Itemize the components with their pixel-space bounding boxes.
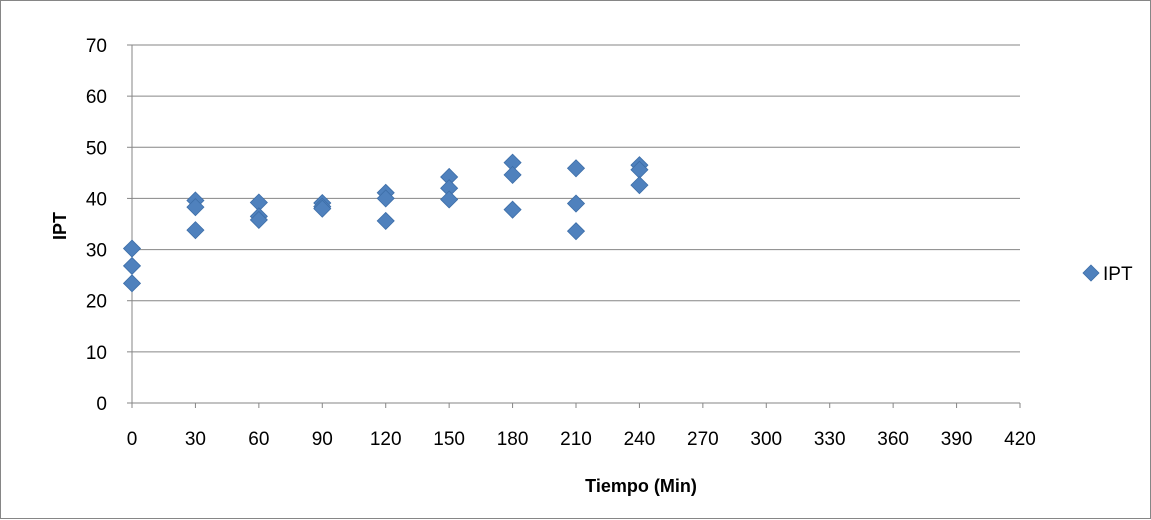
- grid-lines: [132, 44, 1020, 353]
- x-tick-label: 300: [750, 429, 782, 450]
- x-tick-label: 420: [1004, 429, 1036, 450]
- data-point: [122, 256, 142, 276]
- data-point: [313, 199, 332, 218]
- x-tick-label: 330: [814, 429, 846, 450]
- x-tick-label: 30: [185, 429, 206, 450]
- y-tick-label: 30: [86, 241, 107, 262]
- y-axis-title: IPT: [50, 212, 70, 240]
- x-tick-label: 360: [877, 429, 909, 450]
- data-point: [630, 176, 649, 195]
- x-tick-label: 180: [497, 429, 529, 450]
- data-point: [503, 165, 522, 184]
- data-point: [566, 222, 586, 241]
- y-tick-label: 60: [86, 87, 107, 108]
- legend: IPT: [1082, 264, 1133, 285]
- x-tick-label: 240: [624, 429, 656, 450]
- data-point: [122, 274, 142, 293]
- x-tick-label: 90: [312, 429, 333, 450]
- x-tick-label: 390: [941, 429, 973, 450]
- y-tick-label: 0: [96, 394, 107, 415]
- y-tick-label: 20: [86, 292, 107, 313]
- data-point: [440, 190, 459, 209]
- x-tick-label: 120: [370, 429, 402, 450]
- x-tick-label: 270: [687, 429, 719, 450]
- x-tick-label: 150: [433, 429, 465, 450]
- data-point: [566, 194, 586, 213]
- y-tick-label: 10: [86, 343, 107, 364]
- data-points: [122, 153, 649, 293]
- data-point: [566, 159, 586, 178]
- y-tick-labels: 0 10 20 30 40 50 60 70: [86, 36, 107, 415]
- data-point: [503, 200, 522, 219]
- data-point: [376, 211, 395, 230]
- data-point: [122, 239, 142, 258]
- y-tick-label: 50: [86, 138, 107, 159]
- x-tick-label: 210: [560, 429, 592, 450]
- data-point: [186, 198, 205, 217]
- data-point: [186, 221, 205, 240]
- y-tick-label: 70: [86, 36, 107, 57]
- data-point: [376, 189, 395, 208]
- x-tick-label: 0: [127, 429, 138, 450]
- legend-label-ipt: IPT: [1103, 264, 1133, 285]
- legend-marker-ipt: [1082, 264, 1100, 282]
- x-tick-label: 60: [248, 429, 269, 450]
- x-tick-labels: 0 30 60 90 120 150 180 210 240 270 300 330 360 390 420: [127, 429, 1036, 450]
- data-point: [249, 210, 268, 229]
- x-axis-title: Tiempo (Min): [585, 476, 697, 496]
- y-tick-label: 40: [86, 189, 107, 210]
